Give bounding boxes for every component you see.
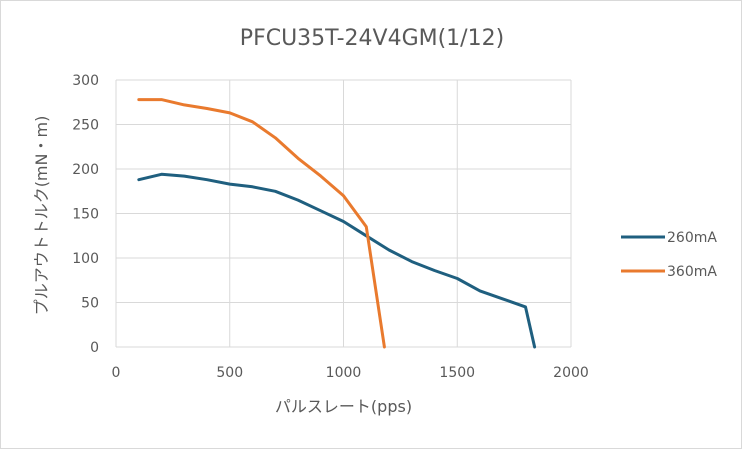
legend-label: 260mA [667,230,717,246]
y-tick-label: 200 [72,162,99,178]
x-axis-label: パルスレート(pps) [275,397,412,416]
series-lines [137,98,537,349]
legend-label: 360mA [667,264,717,280]
legend: 260mA 360mA [621,230,717,280]
y-tick-label: 300 [72,73,99,89]
y-axis-label: プルアウトトルク(mN・m) [32,116,51,316]
y-tick-label: 150 [72,207,99,223]
y-tick-label: 250 [72,118,99,134]
x-tick-label: 2000 [553,365,589,381]
x-tick-label: 1500 [439,365,475,381]
y-axis-ticks: 0 50 100 150 200 250 300 [72,73,99,356]
x-tick-label: 0 [112,365,121,381]
grid [115,79,572,348]
chart-title: PFCU35T-24V4GM(1/12) [240,26,504,51]
x-axis-ticks: 0 500 1000 1500 2000 [112,365,589,381]
y-tick-label: 100 [72,251,99,267]
x-tick-label: 500 [216,365,243,381]
x-tick-label: 1000 [326,365,362,381]
y-tick-label: 50 [81,296,99,312]
y-tick-label: 0 [90,340,99,356]
series-line-260mA [137,172,537,349]
series-line-360mA [137,98,386,349]
